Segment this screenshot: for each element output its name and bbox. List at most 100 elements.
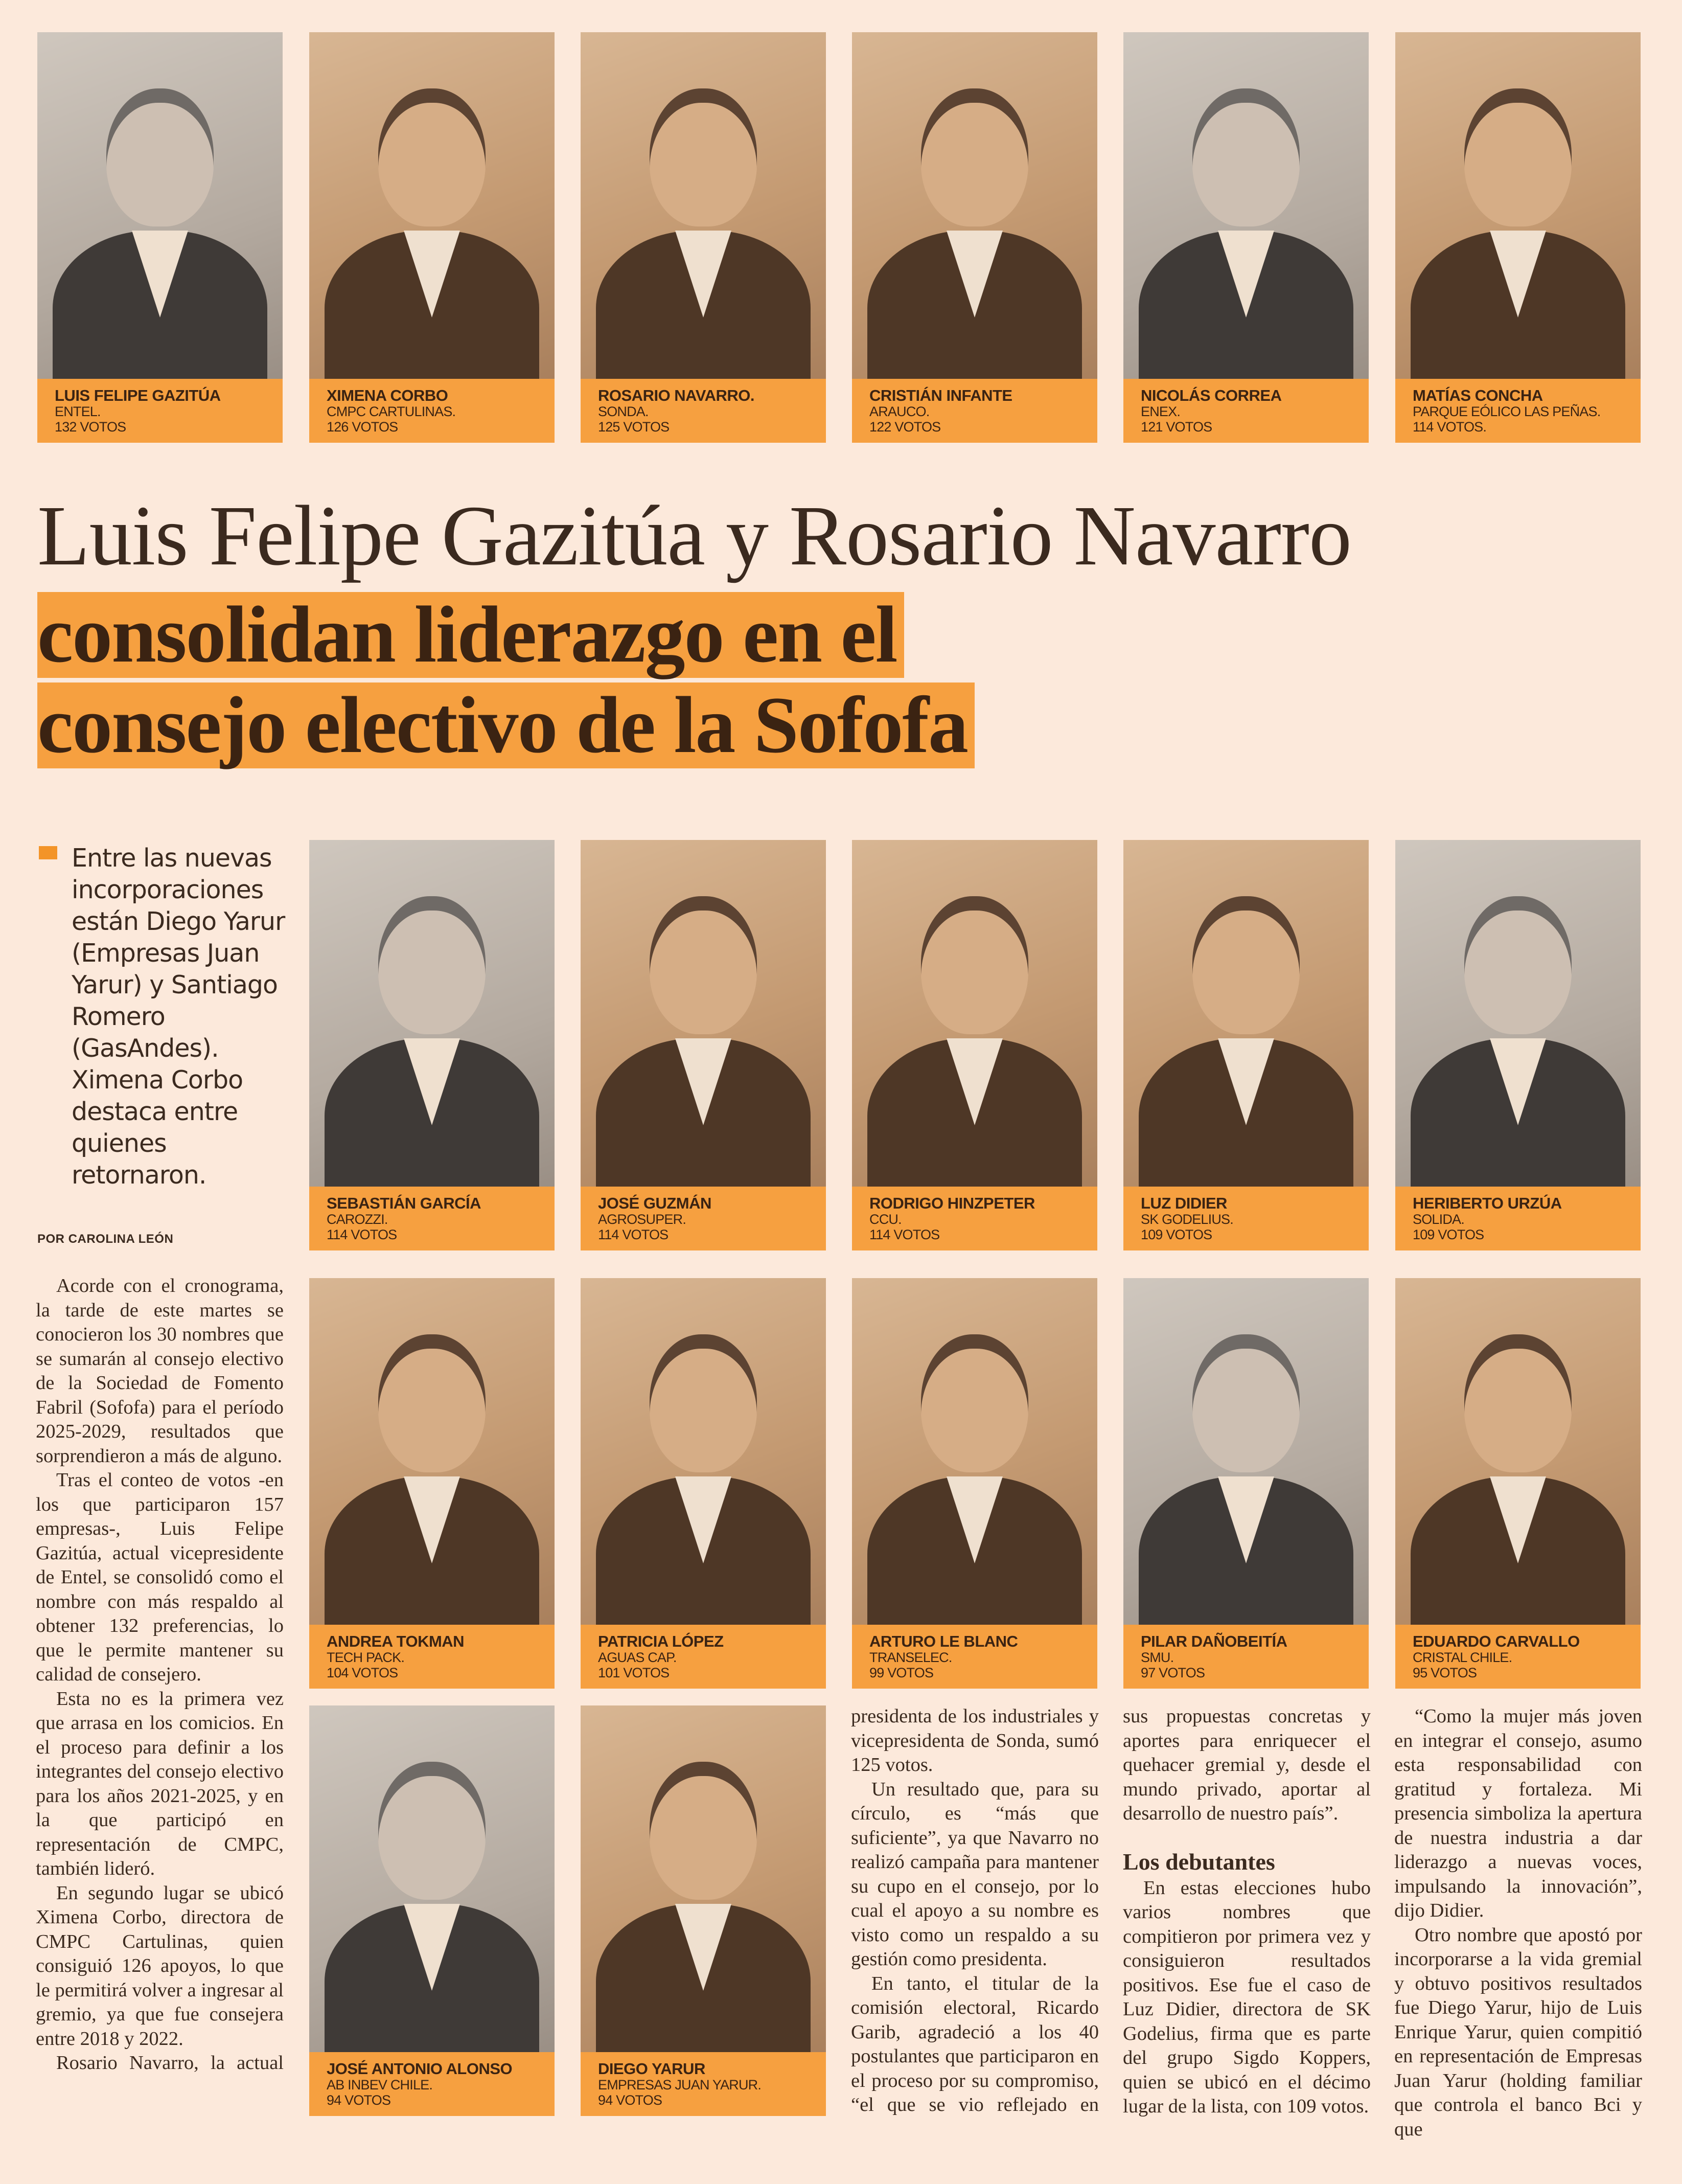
portrait-head bbox=[1192, 896, 1300, 1034]
candidate-photo bbox=[37, 32, 283, 379]
candidate-name: MATÍAS CONCHA bbox=[1413, 386, 1543, 404]
candidate-votes: 97 VOTOS bbox=[1141, 1665, 1205, 1680]
candidate-name: JOSÉ GUZMÁN bbox=[598, 1194, 711, 1212]
candidate-name: LUIS FELIPE GAZITÚA bbox=[55, 386, 221, 404]
body-paragraph: Un resultado que, para su círculo, es “m… bbox=[851, 1778, 1099, 1970]
candidate-votes: 114 VOTOS bbox=[869, 1227, 940, 1242]
headline-line-2: consolidan liderazgo en el bbox=[37, 592, 904, 678]
candidate-votes: 109 VOTOS bbox=[1141, 1227, 1212, 1242]
candidate-company: SONDA. bbox=[598, 404, 649, 419]
candidate-card: NICOLÁS CORREA ENEX. 121 VOTOS bbox=[1123, 32, 1369, 443]
candidate-name: DIEGO YARUR bbox=[598, 2060, 705, 2078]
candidate-name: SEBASTIÁN GARCÍA bbox=[327, 1194, 481, 1212]
portrait-head bbox=[650, 1334, 757, 1472]
candidate-photo bbox=[1123, 1278, 1369, 1625]
candidate-company: PARQUE EÓLICO LAS PEÑAS. bbox=[1413, 404, 1601, 419]
candidate-name: HERIBERTO URZÚA bbox=[1413, 1194, 1562, 1212]
portrait-head bbox=[921, 88, 1028, 226]
candidate-caption: XIMENA CORBO CMPC CARTULINAS. 126 VOTOS bbox=[309, 379, 555, 443]
candidate-name: PATRICIA LÓPEZ bbox=[598, 1632, 724, 1650]
candidate-votes: 94 VOTOS bbox=[327, 2092, 391, 2108]
portrait-head bbox=[1464, 1334, 1572, 1472]
portrait-head bbox=[1192, 1334, 1300, 1472]
candidate-caption: LUZ DIDIER SK GODELIUS. 109 VOTOS bbox=[1123, 1187, 1369, 1250]
candidate-card: PILAR DAÑOBEITÍA SMU. 97 VOTOS bbox=[1123, 1278, 1369, 1689]
body-paragraph: “Como la mujer más joven en integrar el … bbox=[1394, 1705, 1642, 1921]
candidate-photo bbox=[852, 32, 1097, 379]
candidate-caption: JOSÉ GUZMÁN AGROSUPER. 114 VOTOS bbox=[581, 1187, 826, 1250]
candidate-photo bbox=[309, 840, 555, 1187]
candidate-company: SK GODELIUS. bbox=[1141, 1212, 1234, 1227]
candidate-card: LUIS FELIPE GAZITÚA ENTEL. 132 VOTOS bbox=[37, 32, 283, 443]
portrait-head bbox=[1192, 88, 1300, 226]
candidate-votes: 95 VOTOS bbox=[1413, 1665, 1477, 1680]
portrait-head bbox=[378, 88, 486, 226]
body-column-1: Acorde con el cronograma, la tarde de es… bbox=[36, 1274, 284, 2076]
candidate-card: RODRIGO HINZPETER CCU. 114 VOTOS bbox=[852, 840, 1097, 1250]
candidate-photo bbox=[1123, 32, 1369, 379]
candidate-photo bbox=[852, 1278, 1097, 1625]
body-paragraph: Otro nombre que apostó por incorporarse … bbox=[1394, 1924, 1642, 2140]
candidate-card: HERIBERTO URZÚA SOLIDA. 109 VOTOS bbox=[1395, 840, 1641, 1250]
candidate-votes: 125 VOTOS bbox=[598, 419, 670, 435]
portrait-head bbox=[1464, 896, 1572, 1034]
candidate-caption: LUIS FELIPE GAZITÚA ENTEL. 132 VOTOS bbox=[37, 379, 283, 443]
candidate-caption: EDUARDO CARVALLO CRISTAL CHILE. 95 VOTOS bbox=[1395, 1625, 1641, 1689]
candidate-photo bbox=[1395, 840, 1641, 1187]
candidate-company: AGROSUPER. bbox=[598, 1212, 686, 1227]
candidate-photo bbox=[309, 1278, 555, 1625]
candidate-votes: 114 VOTOS bbox=[598, 1227, 669, 1242]
candidate-votes: 122 VOTOS bbox=[869, 419, 941, 435]
candidate-photo bbox=[852, 840, 1097, 1187]
portrait-head bbox=[106, 88, 214, 226]
candidate-caption: CRISTIÁN INFANTE ARAUCO. 122 VOTOS bbox=[852, 379, 1097, 443]
candidate-name: ROSARIO NAVARRO. bbox=[598, 386, 755, 404]
candidate-votes: 114 VOTOS bbox=[327, 1227, 397, 1242]
candidate-company: CRISTAL CHILE. bbox=[1413, 1650, 1512, 1665]
candidate-company: SOLIDA. bbox=[1413, 1212, 1465, 1227]
portrait-head bbox=[378, 1334, 486, 1472]
headline-line-3: consejo electivo de la Sofofa bbox=[37, 682, 975, 768]
candidate-caption: MATÍAS CONCHA PARQUE EÓLICO LAS PEÑAS. 114… bbox=[1395, 379, 1641, 443]
candidate-company: TRANSELEC. bbox=[869, 1650, 952, 1665]
candidate-card: MATÍAS CONCHA PARQUE EÓLICO LAS PEÑAS. 114… bbox=[1395, 32, 1641, 443]
candidate-card: SEBASTIÁN GARCÍA CAROZZI. 114 VOTOS bbox=[309, 840, 555, 1250]
candidate-name: ARTURO LE BLANC bbox=[869, 1632, 1018, 1650]
body-paragraph: En segundo lugar se ubicó Ximena Corbo, … bbox=[36, 1882, 284, 2050]
body-paragraph: Rosario Navarro, la actual bbox=[56, 2052, 284, 2074]
candidate-photo bbox=[1395, 32, 1641, 379]
candidate-card: JOSÉ ANTONIO ALONSO AB INBEV CHILE. 94 VOT… bbox=[309, 1705, 555, 2116]
body-column-5: sus propuestas concretas y aportes para … bbox=[1123, 1704, 1371, 2119]
candidate-company: CAROZZI. bbox=[327, 1212, 388, 1227]
candidate-caption: HERIBERTO URZÚA SOLIDA. 109 VOTOS bbox=[1395, 1187, 1641, 1250]
article-deck: Entre las nuevas incorporaciones están D… bbox=[72, 844, 285, 1190]
candidate-votes: 101 VOTOS bbox=[598, 1665, 670, 1680]
bullet-square-icon bbox=[39, 846, 57, 859]
candidate-votes: 99 VOTOS bbox=[869, 1665, 934, 1680]
portrait-head bbox=[650, 896, 757, 1034]
candidate-caption: SEBASTIÁN GARCÍA CAROZZI. 114 VOTOS bbox=[309, 1187, 555, 1250]
candidate-card: JOSÉ GUZMÁN AGROSUPER. 114 VOTOS bbox=[581, 840, 826, 1250]
body-paragraph: sus propuestas concretas y aportes para … bbox=[1123, 1705, 1371, 1824]
candidate-caption: ARTURO LE BLANC TRANSELEC. 99 VOTOS bbox=[852, 1625, 1097, 1689]
candidate-caption: ANDREA TOKMAN TECH PACK. 104 VOTOS bbox=[309, 1625, 555, 1689]
candidate-card: ROSARIO NAVARRO. SONDA. 125 VOTOS bbox=[581, 32, 826, 443]
candidate-company: AB INBEV CHILE. bbox=[327, 2077, 433, 2092]
candidate-name: NICOLÁS CORREA bbox=[1141, 386, 1282, 404]
candidate-name: EDUARDO CARVALLO bbox=[1413, 1632, 1580, 1650]
candidate-photo bbox=[1395, 1278, 1641, 1625]
candidate-votes: 121 VOTOS bbox=[1141, 419, 1212, 435]
candidate-company: ARAUCO. bbox=[869, 404, 930, 419]
candidate-votes: 94 VOTOS bbox=[598, 2092, 662, 2108]
candidate-caption: JOSÉ ANTONIO ALONSO AB INBEV CHILE. 94 VOT… bbox=[309, 2052, 555, 2116]
candidate-votes: 126 VOTOS bbox=[327, 419, 398, 435]
candidate-photo bbox=[581, 1705, 826, 2052]
candidate-card: XIMENA CORBO CMPC CARTULINAS. 126 VOTOS bbox=[309, 32, 555, 443]
candidate-card: DIEGO YARUR EMPRESAS JUAN YARUR. 94 VOTOS bbox=[581, 1705, 826, 2116]
portrait-head bbox=[378, 896, 486, 1034]
candidate-name: PILAR DAÑOBEITÍA bbox=[1141, 1632, 1287, 1650]
body-paragraph: Acorde con el cronograma, la tarde de es… bbox=[36, 1275, 284, 1467]
body-paragraph: Esta no es la primera vez que arrasa en … bbox=[36, 1688, 284, 1880]
candidate-name: CRISTIÁN INFANTE bbox=[869, 386, 1012, 404]
portrait-head bbox=[921, 896, 1028, 1034]
